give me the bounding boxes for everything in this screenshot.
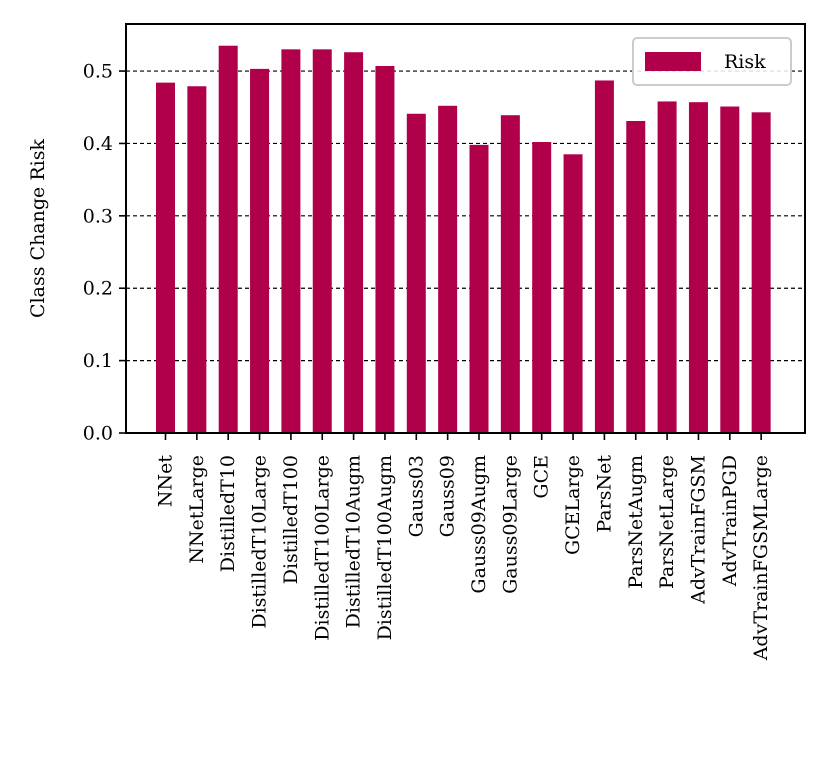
bars [156, 45, 771, 434]
y-tick-label: 0.4 [83, 133, 113, 155]
x-tick-label: DistilledT100Augm [374, 455, 396, 640]
x-tick-label: Gauss09Large [499, 455, 521, 594]
bar [312, 49, 332, 434]
x-tick-label: DistilledT10Large [249, 455, 271, 629]
x-tick-label: DistilledT100Large [311, 455, 333, 641]
x-tick-label: DistilledT100 [280, 455, 302, 584]
x-tick-label: AdvTrainFGSM [687, 455, 709, 605]
bar [720, 106, 740, 433]
bar [375, 65, 395, 433]
bar [532, 141, 552, 433]
plot-frame [125, 23, 806, 434]
legend-box [632, 37, 792, 86]
x-axis: NNet NNetLarge DistilledT10 DistilledT10Lar… [155, 433, 772, 661]
x-tick-label: GCE [531, 455, 553, 499]
x-tick-label: Gauss09 [437, 455, 459, 537]
legend-swatch [645, 52, 701, 71]
x-tick-label: Gauss03 [405, 455, 427, 537]
x-tick-label: ParsNetLarge [656, 455, 678, 589]
legend-label: Risk [724, 51, 766, 73]
bar [156, 82, 175, 433]
bar [751, 112, 771, 434]
bar [688, 102, 708, 433]
x-tick-label: GCELarge [562, 455, 584, 555]
bar [657, 101, 677, 433]
x-tick-label: DistilledT10Augm [343, 455, 365, 628]
bar [406, 113, 426, 434]
legend: Risk [632, 37, 792, 86]
bar [500, 115, 520, 433]
y-tick-label: 0.5 [83, 61, 113, 83]
bar [218, 45, 238, 433]
x-tick-label: DistilledT10 [217, 455, 239, 572]
bar [469, 144, 489, 433]
x-tick-label: NNet [155, 455, 177, 507]
y-tick-label: 0.2 [83, 278, 113, 300]
x-tick-label: AdvTrainFGSMLarge [750, 455, 772, 661]
x-tick-label: AdvTrainPGD [719, 455, 741, 587]
y-tick-label: 0.1 [83, 350, 113, 372]
x-tick-label: ParsNetAugm [625, 455, 647, 589]
bar [626, 121, 646, 433]
y-axis-label: Class Change Risk [27, 139, 49, 318]
bar [250, 68, 270, 434]
y-axis: 0.0 0.1 0.2 0.3 0.4 0.5 [83, 61, 126, 445]
bar [344, 52, 364, 433]
y-tick-label: 0.3 [83, 205, 113, 227]
bar [563, 154, 583, 433]
bar [594, 80, 614, 433]
bar [281, 49, 301, 434]
grid-lines [126, 70, 805, 362]
bar [187, 86, 207, 433]
x-tick-label: ParsNet [593, 455, 615, 533]
x-tick-label: Gauss09Augm [468, 455, 490, 594]
x-tick-label: NNetLarge [186, 455, 208, 564]
y-tick-label: 0.0 [83, 423, 113, 445]
bar [438, 105, 458, 434]
